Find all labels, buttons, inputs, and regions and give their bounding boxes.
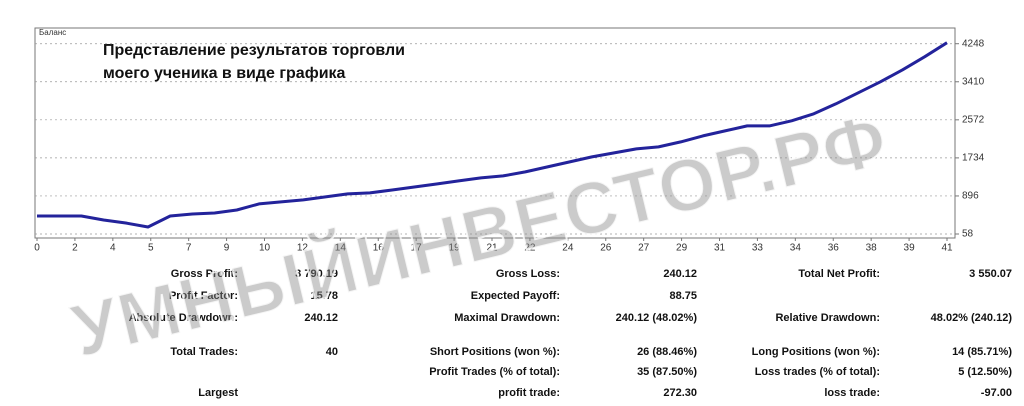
x-tick-label: 27 xyxy=(638,243,650,254)
x-tick-label: 16 xyxy=(373,243,385,254)
stat-label: Total Trades: xyxy=(170,346,238,358)
chart-label: Баланс xyxy=(39,28,66,37)
stat-value: 3 790.19 xyxy=(295,268,338,280)
x-tick-label: 33 xyxy=(752,243,764,254)
x-tick-label: 14 xyxy=(335,243,347,254)
stat-label: profit trade: xyxy=(498,387,560,399)
stat-value: 240.12 xyxy=(663,268,697,280)
stat-value: -97.00 xyxy=(981,387,1012,399)
stat-label: Long Positions (won %): xyxy=(752,346,880,358)
x-tick-label: 38 xyxy=(866,243,878,254)
x-tick-label: 34 xyxy=(790,243,802,254)
y-tick-label: 58 xyxy=(962,229,974,240)
stat-label: Relative Drawdown: xyxy=(775,312,880,324)
x-tick-label: 24 xyxy=(562,243,574,254)
stat-value: 272.30 xyxy=(663,387,697,399)
stat-value: 240.12 (48.02%) xyxy=(616,312,698,324)
annotation: моего ученика в виде графика xyxy=(103,65,346,82)
x-tick-label: 39 xyxy=(904,243,916,254)
y-tick-label: 3410 xyxy=(962,76,985,87)
x-tick-label: 5 xyxy=(148,243,154,254)
stat-label: Profit Trades (% of total): xyxy=(429,366,560,378)
stat-label: Maximal Drawdown: xyxy=(454,312,560,324)
stat-label: loss trade: xyxy=(824,387,880,399)
x-tick-label: 29 xyxy=(676,243,688,254)
stat-label: Gross Loss: xyxy=(496,268,560,280)
x-tick-label: 12 xyxy=(297,243,309,254)
y-tick-label: 4248 xyxy=(962,38,985,49)
y-tick-label: 896 xyxy=(962,191,979,202)
x-tick-label: 2 xyxy=(72,243,78,254)
stat-value: 26 (88.46%) xyxy=(637,346,697,358)
x-tick-label: 41 xyxy=(941,243,953,254)
stat-label: Gross Profit: xyxy=(171,268,238,280)
stat-value: 15.78 xyxy=(310,290,338,302)
x-tick-label: 19 xyxy=(449,243,461,254)
stat-label: Short Positions (won %): xyxy=(430,346,560,358)
y-tick-label: 2572 xyxy=(962,114,985,125)
stat-value: 88.75 xyxy=(669,290,697,302)
stat-value: 240.12 xyxy=(304,312,338,324)
stat-label: Loss trades (% of total): xyxy=(755,366,880,378)
annotation: Представление результатов торговли xyxy=(103,42,405,59)
x-tick-label: 36 xyxy=(828,243,840,254)
y-tick-label: 1734 xyxy=(962,153,985,164)
stat-value: 40 xyxy=(326,346,338,358)
x-tick-label: 31 xyxy=(714,243,726,254)
stats-table: Gross Profit: 3 790.19 Gross Loss: 240.12 To… xyxy=(129,268,1013,399)
x-tick-label: 22 xyxy=(524,243,536,254)
plot-frame xyxy=(34,27,956,239)
x-tick-label: 21 xyxy=(486,243,498,254)
stat-value: 35 (87.50%) xyxy=(637,366,697,378)
stat-value: 3 550.07 xyxy=(969,268,1012,280)
stat-label: Profit Factor: xyxy=(169,290,238,302)
stat-label: Absolute Drawdown: xyxy=(129,312,238,324)
stat-label: Total Net Profit: xyxy=(798,268,880,280)
stat-value: 14 (85.71%) xyxy=(952,346,1012,358)
x-tick-label: 4 xyxy=(110,243,116,254)
x-tick-label: 26 xyxy=(600,243,612,254)
stat-label: Expected Payoff: xyxy=(471,290,560,302)
stat-value: 48.02% (240.12) xyxy=(931,312,1013,324)
x-tick-label: 0 xyxy=(34,243,40,254)
stat-value: 5 (12.50%) xyxy=(958,366,1012,378)
x-tick-label: 9 xyxy=(224,243,230,254)
stat-label: Largest xyxy=(198,387,238,399)
x-tick-label: 17 xyxy=(411,243,423,254)
x-tick-label: 10 xyxy=(259,243,271,254)
x-tick-label: 7 xyxy=(186,243,192,254)
balance-line xyxy=(37,41,948,229)
